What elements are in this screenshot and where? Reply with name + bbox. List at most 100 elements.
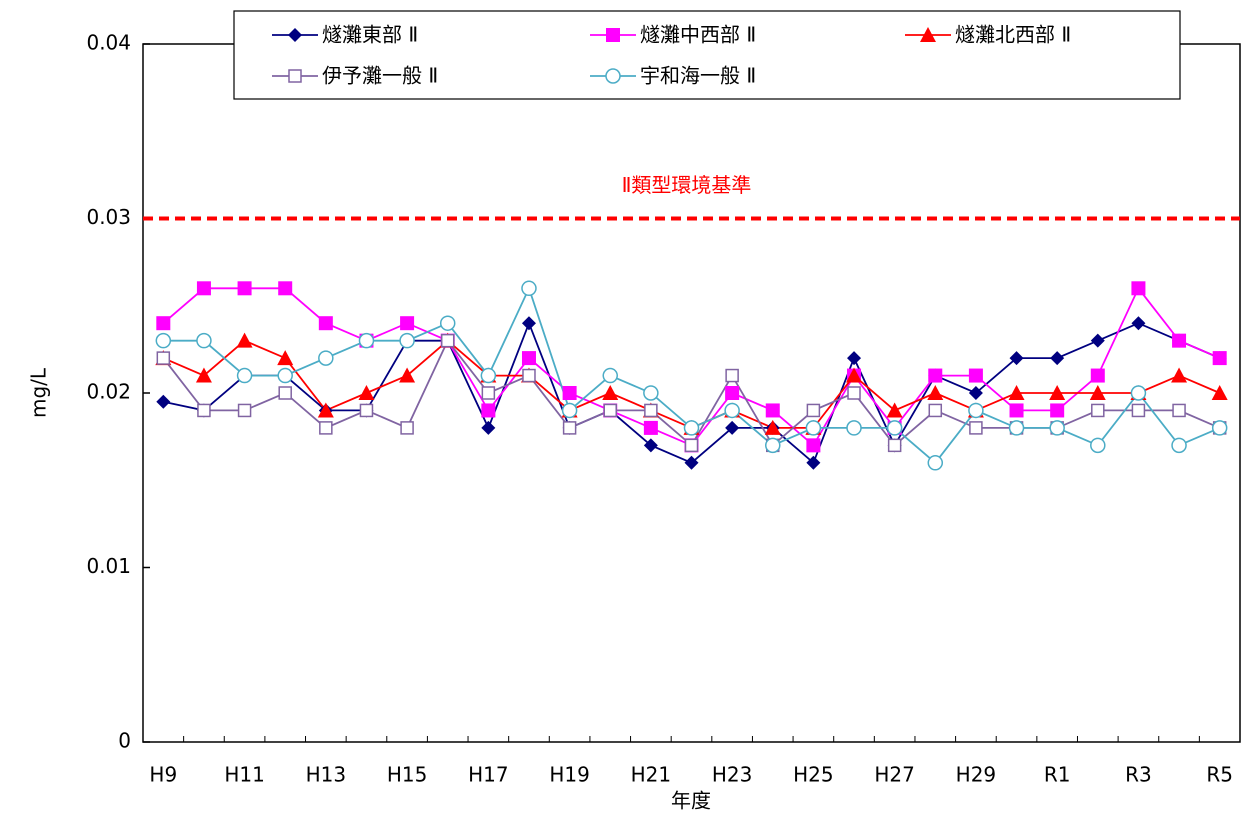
reference-label: Ⅱ類型環境基準	[622, 173, 752, 197]
legend-marker	[606, 28, 620, 42]
data-point	[1171, 367, 1188, 383]
data-point	[764, 419, 781, 435]
data-point	[277, 367, 293, 384]
data-point	[155, 332, 172, 349]
x-axis-label: 年度	[671, 789, 711, 813]
data-point	[1090, 333, 1105, 348]
data-point	[886, 402, 903, 418]
data-point	[236, 332, 253, 348]
data-point	[644, 403, 658, 418]
data-point	[1009, 351, 1024, 366]
data-point	[481, 403, 496, 418]
data-point	[968, 402, 984, 419]
legend-marker	[288, 28, 302, 42]
data-point	[1090, 368, 1105, 383]
data-point	[683, 420, 700, 436]
data-point	[602, 367, 618, 384]
legend-marker	[288, 69, 302, 83]
data-point	[847, 386, 861, 400]
x-tick-label: H11	[224, 763, 265, 787]
data-point	[359, 403, 374, 418]
x-tick-label: R5	[1206, 763, 1233, 787]
data-point	[236, 367, 253, 384]
x-tick-label: H15	[387, 763, 428, 787]
data-point	[399, 367, 416, 383]
data-point	[1131, 316, 1146, 331]
y-axis-label: mg/L	[27, 367, 51, 418]
data-point	[927, 385, 944, 400]
data-point	[806, 438, 821, 453]
data-point	[562, 386, 577, 400]
data-point	[969, 421, 983, 435]
data-point	[1050, 403, 1065, 418]
data-point	[725, 386, 740, 400]
data-point	[156, 394, 171, 409]
x-tick-label: R3	[1125, 763, 1152, 787]
data-point	[1131, 281, 1146, 296]
data-point	[886, 420, 903, 436]
data-point	[602, 385, 619, 400]
x-tick-label: H13	[306, 763, 347, 787]
x-tick-label: H9	[149, 763, 177, 787]
data-point	[806, 403, 821, 418]
data-point	[1212, 351, 1227, 366]
data-point	[1172, 333, 1187, 348]
legend-marker	[920, 27, 936, 42]
data-point	[684, 438, 699, 453]
data-point	[197, 403, 211, 418]
data-point	[358, 385, 375, 400]
data-point	[561, 402, 578, 419]
data-point	[196, 332, 212, 349]
data-point	[521, 280, 537, 297]
data-point	[765, 437, 781, 454]
data-point	[928, 403, 943, 418]
data-point	[846, 367, 863, 383]
data-point	[318, 350, 334, 366]
legend-label: 燧灘東部 Ⅱ	[322, 23, 418, 47]
data-point	[399, 332, 415, 349]
data-point	[1090, 437, 1106, 454]
data-point	[1131, 403, 1146, 418]
data-point	[481, 420, 496, 435]
x-tick-label: H21	[631, 763, 672, 787]
legend-label: 燧灘北西部 Ⅱ	[955, 23, 1071, 47]
data-point	[643, 438, 658, 453]
data-point	[1211, 385, 1228, 400]
legend-label: 伊予灘一般 Ⅱ	[322, 64, 438, 88]
data-point	[928, 368, 943, 383]
data-point	[317, 402, 334, 418]
y-tick-label: 0.01	[86, 554, 131, 578]
data-point	[1130, 385, 1147, 401]
x-tick-label: H19	[549, 763, 590, 787]
data-point	[847, 351, 862, 366]
data-point	[1008, 420, 1025, 436]
data-point	[400, 421, 414, 435]
data-point	[195, 367, 212, 383]
series-line	[163, 285, 1221, 465]
data-point	[725, 420, 740, 435]
data-point	[1172, 403, 1186, 418]
data-point	[806, 455, 821, 470]
data-point	[724, 402, 740, 419]
data-point	[887, 438, 902, 453]
data-point	[1211, 420, 1228, 436]
y-tick-label: 0.02	[86, 380, 131, 404]
data-point	[1049, 420, 1065, 436]
data-point	[278, 281, 293, 296]
data-point	[562, 421, 577, 435]
x-tick-label: H25	[793, 763, 834, 787]
legend-marker	[605, 68, 621, 84]
data-point	[400, 316, 415, 331]
data-point	[1008, 385, 1025, 400]
x-tick-label: H27	[874, 763, 915, 787]
y-tick-label: 0	[118, 729, 131, 753]
data-point	[643, 420, 658, 435]
data-point	[156, 351, 171, 365]
data-point	[318, 316, 333, 331]
data-point	[1089, 385, 1106, 400]
data-point	[1049, 385, 1066, 400]
data-point	[481, 386, 496, 400]
data-point	[521, 351, 536, 366]
data-point	[480, 367, 497, 384]
